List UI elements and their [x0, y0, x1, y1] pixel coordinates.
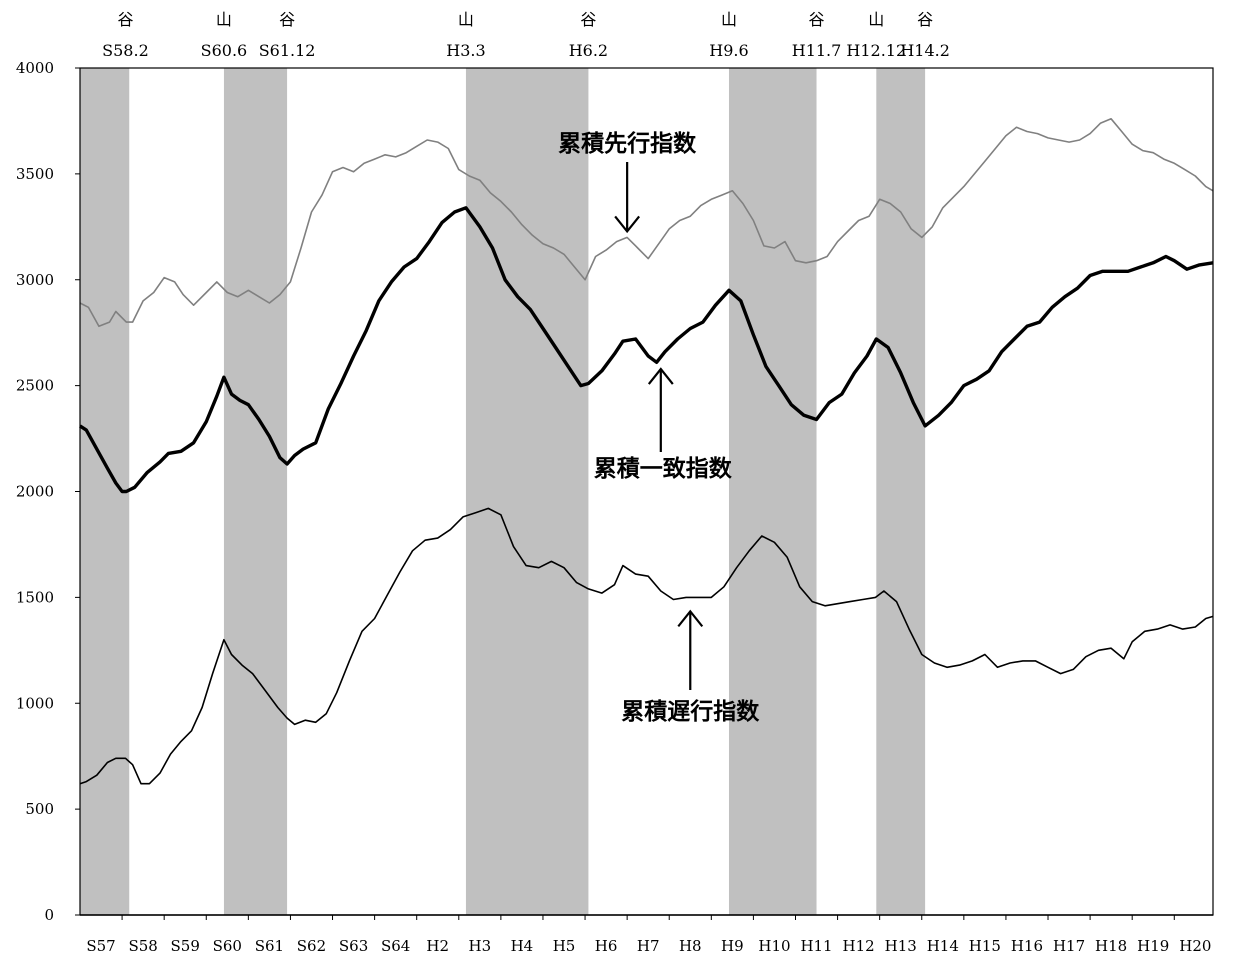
x-tick-label-8: H2: [426, 937, 449, 955]
annotation-lagging-arrow-head: [677, 609, 704, 628]
x-tick-label-6: S63: [339, 937, 368, 955]
x-tick-label-25: H19: [1137, 937, 1169, 955]
turning-point-date-8: H14.2: [900, 41, 950, 60]
x-tick-label-19: H13: [885, 937, 917, 955]
x-tick-label-16: H10: [758, 937, 790, 955]
recession-bands: [80, 68, 926, 915]
y-tick-label-8: 4000: [16, 59, 54, 77]
x-tick-label-14: H8: [679, 937, 702, 955]
turning-point-type-2: 谷: [279, 10, 295, 29]
axes: 0 500 1000 1500 2000 2500 3000 3500 4000 S57 S58 S5…: [16, 59, 1214, 955]
y-tick-label-2: 1000: [16, 694, 54, 712]
x-tick-label-17: H11: [800, 937, 832, 955]
y-tick-label-4: 2000: [16, 483, 54, 501]
turning-point-date-3: H3.3: [446, 41, 485, 60]
turning-point-labels: 谷 S58.2 山 S60.6 谷 S61.12 山 H3.3 谷 H6.2 山 H9.6 谷 H11.7…: [102, 10, 950, 60]
x-tick-label-1: S58: [128, 937, 157, 955]
x-tick-label-11: H5: [553, 937, 576, 955]
turning-point-date-0: S58.2: [102, 41, 149, 60]
x-tick-label-21: H15: [969, 937, 1001, 955]
annotation-leading-label: 累積先行指数: [558, 130, 697, 157]
turning-point-type-7: 山: [868, 10, 884, 29]
series-line-2: [79, 507, 1214, 785]
annotation-leading-arrow: [614, 162, 640, 234]
turning-point-type-3: 山: [458, 10, 474, 29]
x-tick-label-9: H3: [469, 937, 492, 955]
x-tick-label-12: H6: [595, 937, 618, 955]
recession-band-4: [876, 68, 926, 915]
x-tick-label-10: H4: [511, 937, 534, 955]
annotation-lagging-label: 累積遅行指数: [621, 698, 760, 725]
turning-point-date-6: H11.7: [792, 41, 842, 60]
turning-point-type-8: 谷: [917, 10, 933, 29]
y-tick-label-3: 1500: [16, 588, 54, 606]
turning-point-date-4: H6.2: [569, 41, 608, 60]
turning-point-type-5: 山: [721, 10, 737, 29]
turning-point-date-1: S60.6: [201, 41, 248, 60]
x-tick-label-13: H7: [637, 937, 660, 955]
annotation-coincident-arrow: [647, 367, 674, 452]
recession-band-3: [728, 68, 817, 915]
y-tick-label-1: 500: [25, 800, 54, 818]
x-tick-label-7: S64: [381, 937, 410, 955]
annotation-coincident-arrow-head: [647, 367, 674, 385]
x-tick-label-20: H14: [927, 937, 959, 955]
y-tick-label-5: 2500: [16, 377, 54, 395]
x-tick-label-23: H17: [1053, 937, 1085, 955]
x-tick-label-18: H12: [843, 937, 875, 955]
x-tick-label-3: S60: [213, 937, 242, 955]
turning-point-date-7: H12.12: [846, 41, 906, 60]
x-tick-label-0: S57: [86, 937, 115, 955]
x-tick-label-2: S59: [171, 937, 200, 955]
x-tick-label-4: S61: [255, 937, 284, 955]
series-line-1: [79, 206, 1214, 494]
y-tick-label-7: 3500: [16, 165, 54, 183]
x-tick-label-15: H9: [721, 937, 744, 955]
x-tick-label-24: H18: [1095, 937, 1127, 955]
x-tick-label-22: H16: [1011, 937, 1043, 955]
recession-band-1: [223, 68, 288, 915]
turning-point-type-6: 谷: [809, 10, 825, 29]
turning-point-date-2: S61.12: [259, 41, 316, 60]
turning-point-type-0: 谷: [117, 10, 133, 29]
y-tick-label-0: 0: [44, 906, 54, 924]
x-tick-label-26: H20: [1179, 937, 1211, 955]
annotation-coincident-label: 累積一致指数: [594, 455, 733, 482]
series-lines: [79, 118, 1214, 785]
turning-point-date-5: H9.6: [709, 41, 748, 60]
annotation-lagging-arrow: [677, 609, 704, 690]
series-line-0: [79, 118, 1214, 328]
turning-point-type-4: 谷: [580, 10, 596, 29]
x-tick-label-5: S62: [297, 937, 326, 955]
recession-band-2: [465, 68, 589, 915]
annotation-leading-arrow-head: [614, 215, 640, 234]
y-tick-label-6: 3000: [16, 271, 54, 289]
turning-point-type-1: 山: [216, 10, 232, 29]
